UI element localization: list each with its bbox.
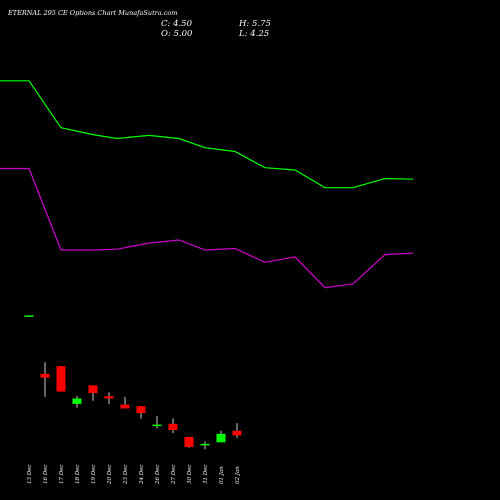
x-tick-label: 16 Dec: [43, 465, 49, 485]
candle-body: [104, 396, 114, 399]
candle: [104, 392, 114, 404]
x-tick-label: 19 Dec: [91, 465, 97, 485]
candles-layer: [24, 315, 242, 450]
x-tick-label: 02 Jan: [235, 466, 241, 484]
candle-body: [216, 433, 226, 443]
candle-body: [24, 315, 34, 317]
x-tick-label: 20 Dec: [107, 465, 113, 486]
candle: [40, 362, 50, 397]
candle-body: [200, 443, 210, 446]
x-tick-label: 17 Dec: [59, 465, 65, 485]
candle: [136, 406, 146, 419]
candle: [232, 423, 242, 438]
candle: [184, 436, 194, 448]
candle-body: [120, 404, 130, 409]
close-label: C: 4.50: [161, 19, 193, 29]
x-axis-labels: 13 Dec 16 Dec 17 Dec 18 Dec 19 Dec 20 Dec 23 D…: [27, 465, 241, 486]
candle: [88, 385, 98, 401]
lower-band-line: [0, 167, 414, 289]
candle-body: [88, 385, 98, 394]
candle-body: [184, 436, 194, 447]
x-tick-label: 31 Dec: [203, 465, 209, 485]
low-label: L: 4.25: [238, 29, 269, 39]
open-label: O: 5.00: [161, 29, 193, 39]
x-tick-label: 26 Dec: [155, 465, 161, 486]
x-tick-label: 30 Dec: [187, 465, 193, 485]
x-tick-label: 23 Dec: [123, 465, 129, 486]
chart-title: ETERNAL 295 CE Options Chart MunafaSutra…: [7, 9, 177, 17]
candle-body: [72, 398, 82, 404]
candle: [200, 441, 210, 450]
x-tick-label: 18 Dec: [75, 465, 81, 485]
high-label: H: 5.75: [238, 19, 271, 29]
candle-body: [232, 430, 242, 436]
candle-body: [152, 424, 162, 427]
candle: [120, 396, 130, 409]
candle: [216, 430, 226, 443]
x-tick-label: 27 Dec: [171, 465, 177, 486]
upper-band-line: [0, 80, 414, 189]
candle: [24, 315, 34, 317]
candle-body: [40, 373, 50, 378]
candle-body: [168, 423, 178, 430]
candle: [72, 396, 82, 408]
candle: [168, 418, 178, 434]
x-tick-label: 01 Jan: [219, 466, 225, 484]
candle-body: [56, 366, 66, 392]
x-tick-label: 13 Dec: [27, 465, 33, 485]
bands-layer: [0, 80, 414, 289]
candle: [152, 416, 162, 429]
x-tick-label: 24 Dec: [139, 465, 145, 486]
candle-body: [136, 406, 146, 414]
candle: [56, 366, 66, 392]
